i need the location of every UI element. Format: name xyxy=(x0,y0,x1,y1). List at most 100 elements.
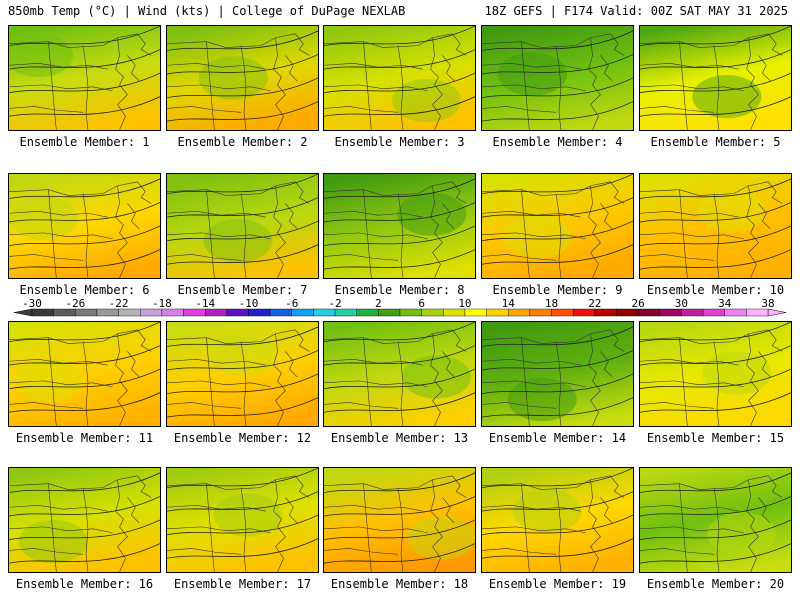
temperature-colorbar: -30 -26 -22 -18 -14 -10 -6 -2 2 6 10 14 18 22 26 30 34 38… xyxy=(13,298,787,317)
state-border xyxy=(363,189,372,278)
state-border xyxy=(9,504,108,512)
map-title: 850mb Temp (°C) | Wind (kts) | College o… xyxy=(8,4,406,18)
state-border xyxy=(482,33,611,48)
state-border xyxy=(206,337,215,426)
state-border xyxy=(679,337,688,426)
isotherm xyxy=(640,496,791,517)
temperature-blob xyxy=(392,78,462,123)
temperature-blob xyxy=(9,196,79,240)
state-border xyxy=(167,548,242,555)
colorbar-segment xyxy=(399,308,422,317)
state-border xyxy=(640,526,744,534)
colorbar-segment xyxy=(508,308,531,317)
colorbar-segment xyxy=(616,308,639,317)
colorbar-segment xyxy=(572,308,596,317)
isotherm xyxy=(482,514,633,536)
state-border xyxy=(167,106,242,113)
state-border xyxy=(746,185,759,278)
state-border xyxy=(273,185,286,278)
temperature-blob xyxy=(697,188,767,232)
isotherm xyxy=(482,174,633,195)
state-border xyxy=(482,475,611,490)
ensemble-member-label: Ensemble Member: 17 xyxy=(173,577,312,591)
state-border xyxy=(640,329,769,344)
isotherm xyxy=(167,491,318,512)
ensemble-member-map xyxy=(166,173,319,279)
isotherm xyxy=(640,96,791,117)
colorbar-segment xyxy=(334,308,357,317)
isotherm xyxy=(9,345,160,366)
isotherm xyxy=(324,225,475,247)
state-border xyxy=(482,106,557,113)
isotherm xyxy=(640,225,791,247)
isotherm xyxy=(482,77,633,99)
state-border xyxy=(240,341,247,426)
state-border xyxy=(430,185,443,278)
colorbar-segment xyxy=(140,308,163,317)
isotherm xyxy=(9,472,160,493)
ensemble-member-label: Ensemble Member: 6 xyxy=(19,283,150,297)
isotherm xyxy=(167,326,318,347)
ensemble-member-map xyxy=(166,321,319,427)
isotherm xyxy=(640,322,791,343)
isotherm xyxy=(167,373,318,395)
colorbar-low-arrow xyxy=(13,308,33,317)
isotherm xyxy=(9,543,160,564)
isotherm xyxy=(640,392,791,413)
ensemble-member-map xyxy=(481,467,634,573)
isotherm xyxy=(324,96,475,117)
state-border xyxy=(9,380,113,388)
state-border xyxy=(167,254,242,261)
isotherm xyxy=(9,496,160,517)
ensemble-member-map xyxy=(481,25,634,131)
state-border xyxy=(640,181,769,196)
isotherm xyxy=(167,77,318,99)
isotherm xyxy=(640,519,791,541)
state-border xyxy=(713,193,720,278)
state-border xyxy=(137,33,152,56)
state-border xyxy=(295,181,310,204)
colorbar-tick-label: 34 xyxy=(718,298,732,310)
temperature-blob xyxy=(497,52,567,96)
colorbar-segment xyxy=(161,308,184,317)
isotherm xyxy=(9,178,160,199)
ensemble-member-label: Ensemble Member: 13 xyxy=(330,431,469,445)
colorbar-segment xyxy=(443,308,466,317)
colorbar-segment xyxy=(378,308,401,317)
colorbar-segment xyxy=(248,308,271,317)
colorbar-tick-label: -10 xyxy=(239,298,259,310)
state-border xyxy=(397,45,404,130)
state-border xyxy=(640,548,715,555)
state-border xyxy=(9,402,84,409)
isotherm xyxy=(640,368,791,390)
state-border xyxy=(430,333,443,426)
isotherm xyxy=(167,220,318,242)
state-border xyxy=(363,41,372,130)
colorbar-tick-label: -2 xyxy=(328,298,341,310)
state-border xyxy=(640,475,769,490)
state-border xyxy=(206,483,215,572)
state-border xyxy=(9,33,138,48)
isotherm xyxy=(167,101,318,122)
isotherm xyxy=(640,178,791,199)
isotherm xyxy=(482,397,633,418)
state-border xyxy=(482,181,611,196)
state-border xyxy=(82,487,89,572)
isotherm xyxy=(324,519,475,541)
state-border xyxy=(324,548,399,555)
isotherm xyxy=(640,472,791,493)
state-border xyxy=(167,84,271,92)
state-border xyxy=(9,210,108,218)
colorbar-segment xyxy=(204,308,228,317)
isotherm xyxy=(167,397,318,418)
colorbar-tick-label: 30 xyxy=(675,298,688,310)
state-border xyxy=(324,329,453,344)
state-border xyxy=(324,526,428,534)
isotherm xyxy=(9,392,160,413)
state-border xyxy=(324,475,453,490)
state-border xyxy=(363,483,372,572)
isotherm xyxy=(640,543,791,564)
state-border xyxy=(82,45,89,130)
colorbar-tick-label: 18 xyxy=(545,298,558,310)
ensemble-member-label: Ensemble Member: 5 xyxy=(650,135,781,149)
